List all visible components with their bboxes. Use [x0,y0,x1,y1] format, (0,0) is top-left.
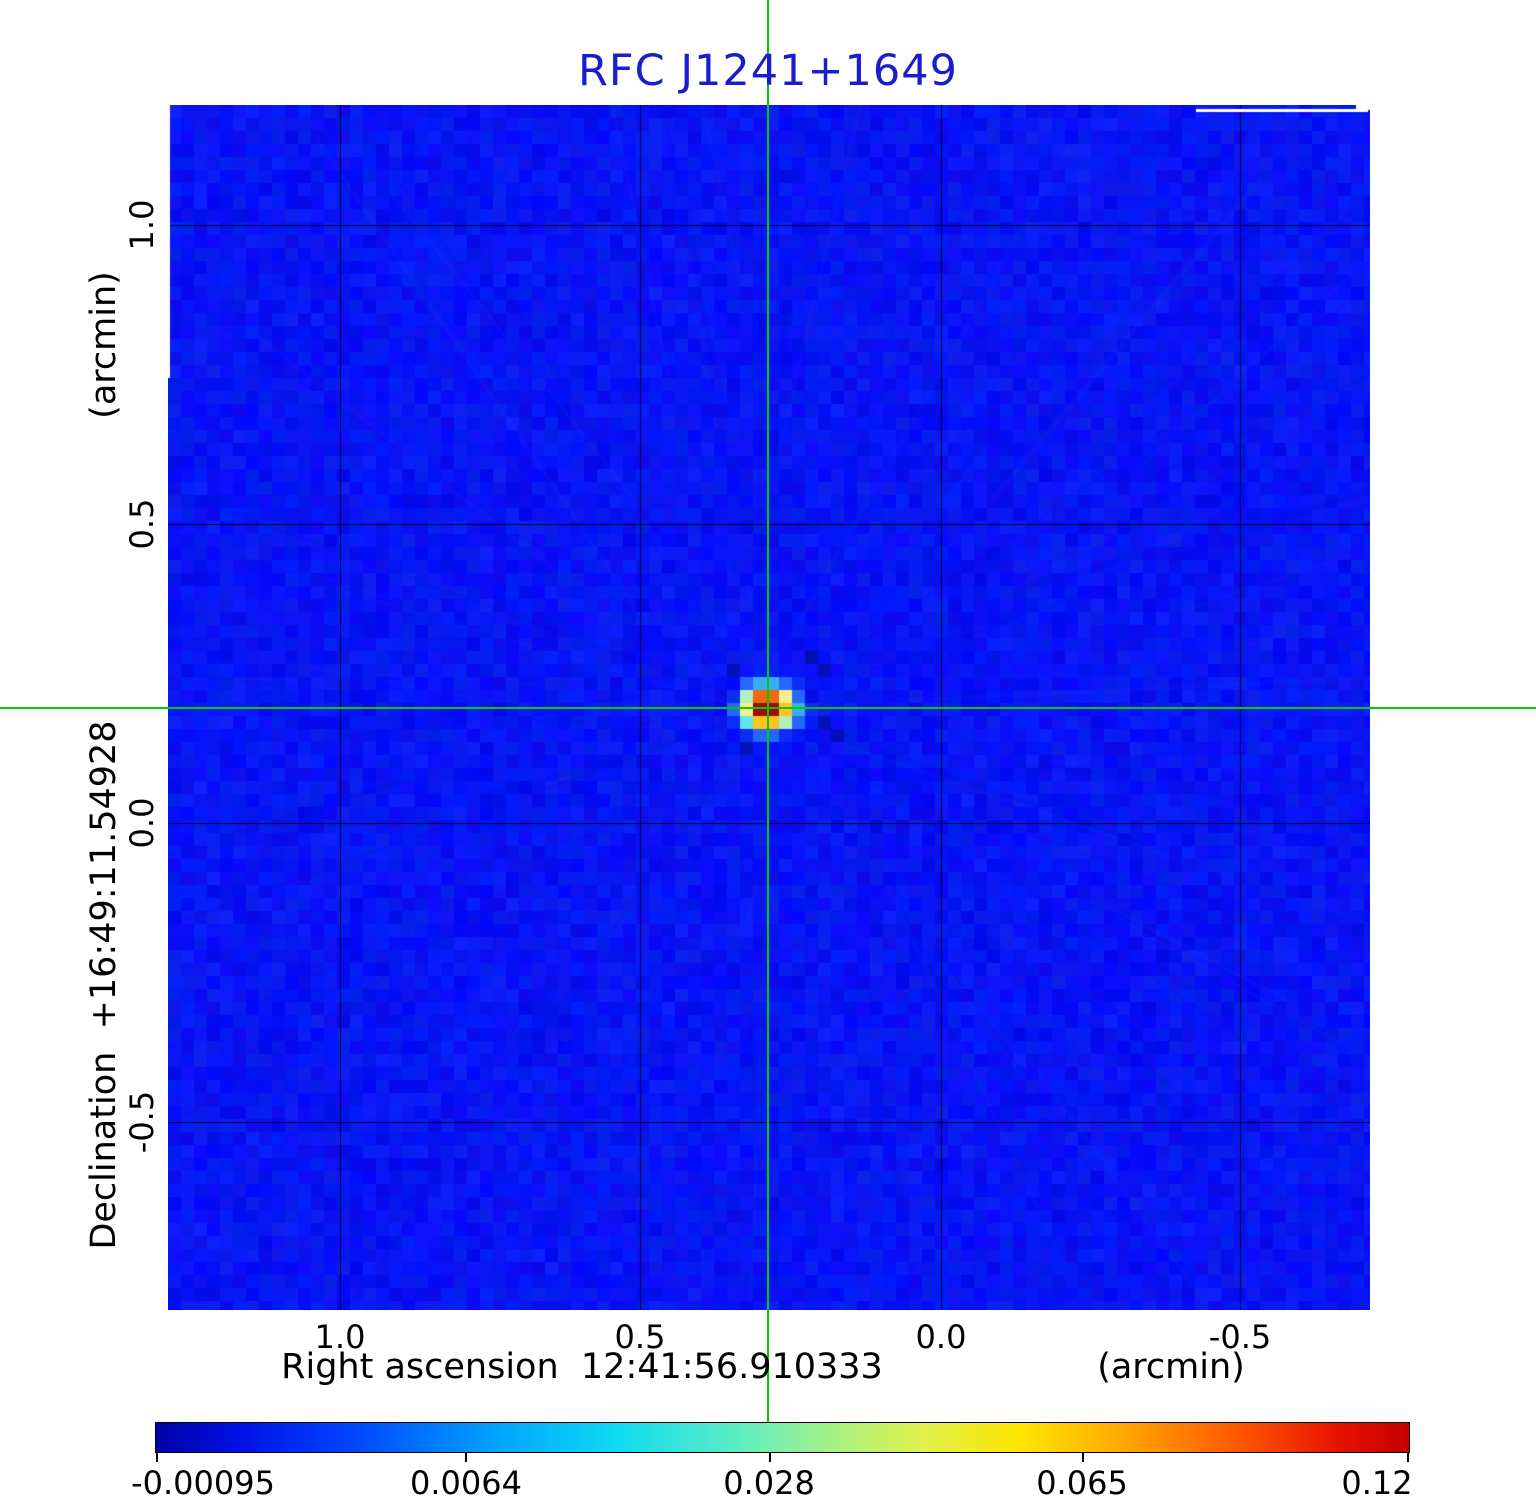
colorbar-tick [769,1453,771,1462]
x-tick-label-1.0: 1.0 [314,1318,366,1356]
colorbar-tick [1407,1453,1409,1462]
x-tick-label-0.0: 0.0 [915,1318,967,1356]
colorbar-tick-label-0.065: 0.065 [1036,1464,1128,1502]
colorbar-tick [1082,1453,1084,1462]
colorbar-tick-label-0.028: 0.028 [723,1464,815,1502]
y-axis-unit-label: (arcmin) [84,271,124,419]
y-tick-label--0.5: -0.5 [123,1090,161,1154]
y-tick-label-0.0: 0.0 [123,797,161,849]
colorbar-tick-label--0.00095: -0.00095 [131,1464,275,1502]
colorbar-tick-label-0.12: 0.12 [1341,1464,1413,1502]
colorbar-tick [465,1453,467,1462]
colorbar-gradient [155,1422,1410,1453]
x-tick-label--0.5: -0.5 [1208,1318,1272,1356]
x-axis-unit-label: (arcmin) [1097,1347,1245,1387]
y-axis-label: Declination +16:49:11.54928 [84,720,124,1250]
colorbar-tick [156,1453,158,1462]
y-tick-label-0.5: 0.5 [123,498,161,550]
x-axis-label: Right ascension 12:41:56.910333 [281,1347,883,1387]
x-tick-label-0.5: 0.5 [614,1318,666,1356]
y-tick-label-1.0: 1.0 [123,199,161,251]
colorbar-tick-label-0.0064: 0.0064 [410,1464,522,1502]
figure-title: RFC J1241+1649 [578,46,958,96]
crosshair-vertical-line [767,0,769,1422]
